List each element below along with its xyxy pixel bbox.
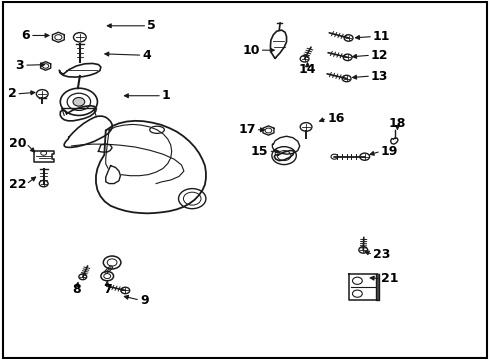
Text: 13: 13 — [371, 69, 389, 82]
Text: 1: 1 — [162, 89, 171, 102]
Text: 18: 18 — [389, 117, 406, 130]
Text: 4: 4 — [143, 49, 151, 62]
Text: 19: 19 — [381, 145, 398, 158]
Text: 22: 22 — [9, 178, 26, 191]
Text: 14: 14 — [299, 63, 316, 76]
Text: 11: 11 — [373, 30, 391, 43]
Text: 16: 16 — [327, 112, 344, 125]
Text: 20: 20 — [9, 137, 26, 150]
Polygon shape — [60, 106, 96, 121]
Polygon shape — [272, 136, 300, 154]
Text: 10: 10 — [242, 44, 260, 57]
Text: 7: 7 — [103, 283, 112, 296]
Polygon shape — [64, 116, 112, 147]
Text: 8: 8 — [72, 283, 81, 296]
Text: 6: 6 — [22, 29, 30, 42]
Polygon shape — [34, 151, 54, 162]
Polygon shape — [106, 166, 121, 184]
Polygon shape — [274, 150, 294, 161]
Polygon shape — [270, 30, 287, 58]
Polygon shape — [96, 121, 206, 213]
Text: 12: 12 — [371, 49, 389, 62]
Polygon shape — [348, 274, 378, 300]
Text: 2: 2 — [7, 87, 16, 100]
Text: 15: 15 — [251, 145, 269, 158]
Polygon shape — [59, 63, 101, 77]
Text: 5: 5 — [147, 19, 156, 32]
Circle shape — [73, 98, 85, 106]
Text: 3: 3 — [16, 59, 24, 72]
Text: 17: 17 — [238, 123, 256, 136]
Text: 9: 9 — [140, 294, 148, 307]
Text: 23: 23 — [373, 248, 391, 261]
Text: 21: 21 — [381, 272, 398, 285]
